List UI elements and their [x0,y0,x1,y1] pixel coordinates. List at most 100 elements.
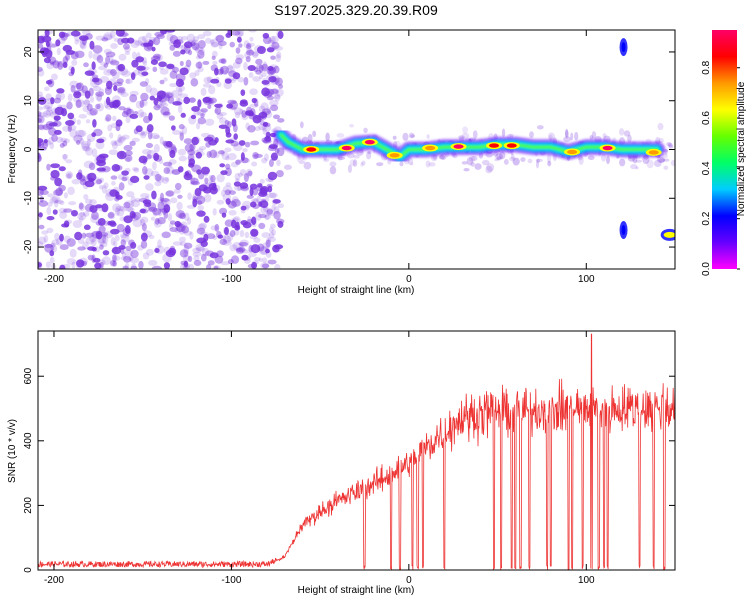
spectrogram-x-ticks: -200 -100 0 100 [44,30,595,285]
noise-blob [235,54,245,61]
noise-blob [228,209,237,216]
noise-blob [72,134,83,142]
noise-blob [253,153,263,158]
noise-blob [178,93,189,98]
noise-blob [259,200,269,209]
noise-blob [74,39,80,45]
hotspot-layer [303,38,675,241]
noise-blob [250,201,257,208]
noise-blob [75,99,86,108]
noise-blob [183,245,190,254]
noise-blob [117,133,122,143]
noise-blob [183,242,193,249]
noise-blob [237,30,245,37]
noise-blob [240,186,249,191]
noise-blob [121,134,130,140]
noise-blob [225,182,232,187]
noise-blob [159,102,169,108]
noise-blob [38,142,42,147]
noise-blob [193,111,202,116]
noise-blob [59,264,66,269]
hotspot [506,143,517,148]
noise-blob [220,150,225,157]
noise-blob [121,176,128,182]
noise-blob [139,81,148,87]
noise-blob [157,239,162,249]
noise-blob [410,161,414,166]
noise-blob [243,40,250,49]
noise-blob [103,48,112,55]
noise-blob [89,234,97,243]
noise-blob [165,141,173,148]
noise-blob [166,166,175,175]
noise-blob [191,136,201,145]
hotspot [489,143,500,148]
hotspot [389,153,400,158]
noise-blob [139,111,147,118]
noise-blob [145,248,154,256]
noise-blob [124,262,130,269]
noise-blob [111,141,118,150]
noise-blob [63,235,71,243]
noise-blob [67,112,75,120]
noise-blob [268,159,274,168]
noise-blob [110,228,120,235]
noise-blob [602,133,607,138]
noise-blob [200,253,207,262]
noise-blob [161,177,169,184]
noise-blob [189,41,196,47]
noise-blob [667,142,673,148]
noise-blob [161,231,171,239]
noise-blob [269,88,279,95]
noise-blob [233,184,243,191]
noise-blob [168,159,177,165]
noise-blob [231,217,240,222]
noise-blob [252,50,259,59]
noise-blob [257,45,266,54]
noise-blob [141,148,152,155]
noise-blob [198,146,207,151]
noise-blob [211,55,216,60]
noise-blob [129,257,140,264]
noise-blob [261,63,269,72]
noise-blob [110,123,118,129]
noise-blob [189,97,196,103]
noise-blob [38,200,48,207]
noise-blob [278,84,284,89]
noise-blob [98,238,105,246]
spectrogram-y-axis-label: Frequency (Hz) [7,115,18,184]
noise-blob [67,186,75,196]
noise-blob [251,161,258,167]
noise-blob [53,129,62,135]
noise-blob [38,118,43,124]
snr-y-axis-label: SNR (10 * v/v) [7,419,18,483]
noise-blob [174,227,181,234]
noise-blob [535,158,543,163]
noise-blob [120,239,126,247]
noise-blob [218,150,225,155]
noise-blob [485,165,493,174]
noise-blob [195,246,206,252]
noise-blob [138,260,144,269]
noise-blob [125,115,131,124]
noise-blob [165,190,174,197]
noise-blob [303,161,312,170]
noise-blob [251,220,257,228]
noise-blob [107,124,113,132]
noise-blob [265,177,274,183]
noise-blob [239,243,244,251]
noise-blob [69,116,77,125]
noise-blob [199,231,209,236]
noise-blob [146,154,152,160]
noise-blob [134,40,143,46]
noise-blob [91,132,97,138]
noise-blob [564,130,569,139]
noise-blob [111,180,116,186]
noise-blob [153,98,159,106]
noise-blob [274,93,281,102]
noise-blob [65,159,73,164]
spectrogram-x-tick-label: -100 [221,274,241,285]
noise-blob [50,97,55,105]
